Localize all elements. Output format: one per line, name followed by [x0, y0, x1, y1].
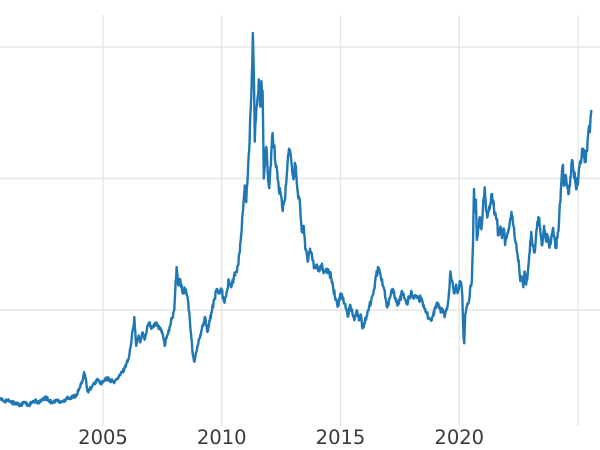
x-axis-tick-labels: 2005 2010 2015 2020	[78, 426, 484, 449]
x-axis-tick-label: 2015	[316, 426, 366, 449]
x-axis-tick-label: 2010	[197, 426, 247, 449]
horizontal-gridlines	[0, 46, 600, 311]
vertical-gridlines	[102, 15, 579, 426]
x-axis-tick-label: 2005	[78, 426, 128, 449]
price-series-line	[0, 31, 593, 408]
x-axis-tick-label: 2020	[434, 426, 484, 449]
